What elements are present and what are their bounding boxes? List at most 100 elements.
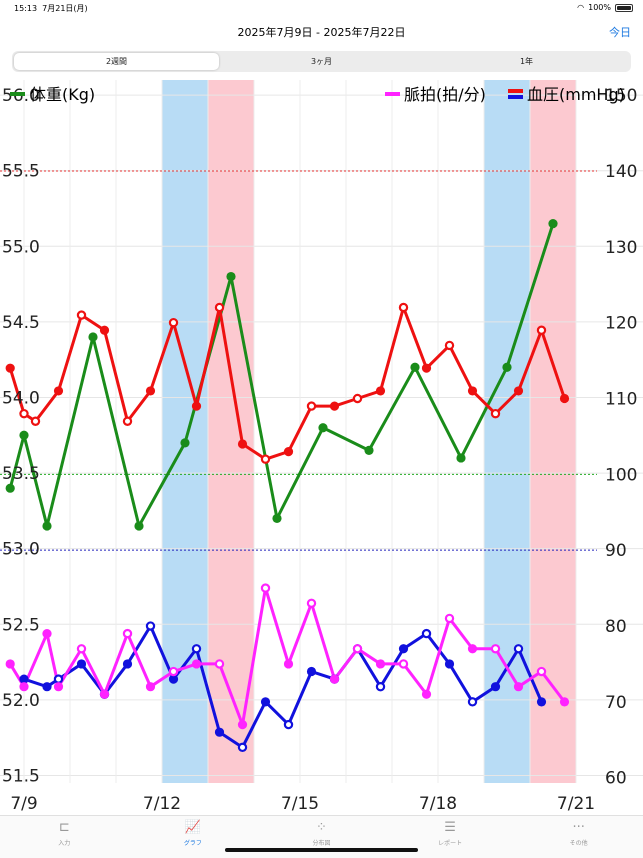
y-right-tick-label: 100	[605, 465, 637, 485]
data-point	[237, 742, 248, 753]
y-left-tick-label: 52.0	[2, 691, 40, 711]
data-point	[283, 446, 294, 457]
y-left-tick-label: 56.0	[2, 86, 40, 106]
data-point	[19, 674, 29, 684]
y-right-tick-label: 60	[605, 769, 627, 789]
legend-bp-label: 血圧(mmHg)	[527, 85, 625, 104]
data-point	[53, 386, 64, 396]
data-point	[99, 325, 110, 335]
data-point	[168, 666, 179, 677]
y-left-tick-label: 51.5	[2, 766, 40, 786]
segment-1-year[interactable]: 1年	[519, 57, 534, 66]
highlight-band	[530, 80, 576, 783]
tab-input[interactable]: ⊏ 入力	[58, 820, 71, 847]
x-tick-label: 7/21	[557, 794, 595, 814]
vitals-chart: 51.5 52.0 52.5 53.0 53.5 54.0 54.5 55.0 55.5 56.0…	[0, 80, 643, 814]
data-point	[226, 271, 236, 282]
data-point	[19, 408, 29, 419]
data-point	[375, 681, 386, 692]
y-left-tick-label: 55.5	[2, 162, 40, 182]
data-point	[5, 363, 15, 373]
data-point	[456, 453, 466, 463]
x-tick-label: 7/18	[419, 794, 457, 814]
data-point	[134, 521, 144, 531]
data-point	[214, 302, 225, 313]
highlight-band	[162, 80, 208, 783]
segment-3-months[interactable]: 3ヶ月	[310, 57, 333, 66]
y-right-tick-label: 140	[605, 162, 637, 182]
data-point	[398, 302, 409, 313]
data-point	[398, 659, 409, 669]
series-line	[8, 586, 566, 727]
legend-bp-swatch-red	[508, 89, 523, 93]
data-point	[467, 386, 478, 396]
graph-icon: 📈	[184, 820, 201, 835]
legend-pulse-swatch	[385, 92, 400, 96]
scatter-icon: ⁘	[316, 820, 327, 835]
tab-more[interactable]: ··· その他	[569, 820, 588, 847]
input-icon: ⊏	[58, 820, 70, 835]
data-point	[42, 682, 52, 692]
data-point	[421, 689, 432, 699]
y-left-tick-label: 53.5	[2, 464, 40, 484]
segment-2-weeks[interactable]: 2週間	[14, 53, 219, 70]
legend-bp-swatch-blue	[508, 95, 523, 99]
data-point	[490, 644, 501, 654]
data-point	[513, 386, 524, 396]
data-point	[42, 629, 52, 639]
data-point	[168, 674, 179, 684]
data-point	[559, 393, 570, 404]
data-point	[237, 439, 248, 449]
data-point	[421, 628, 432, 639]
data-point	[76, 644, 87, 654]
data-point	[364, 445, 374, 455]
chart-area: 51.5 52.0 52.5 53.0 53.5 54.0 54.5 55.0 55.5 56.0…	[0, 80, 643, 815]
more-icon: ···	[572, 820, 585, 835]
y-right-tick-label: 110	[605, 390, 637, 410]
legend-pulse-label: 脈拍(拍/分)	[404, 85, 486, 104]
data-point	[76, 659, 87, 669]
legend-weight-swatch	[10, 92, 25, 96]
data-point	[513, 644, 524, 654]
y-left-tick-label: 52.5	[2, 615, 40, 635]
data-point	[444, 659, 455, 669]
x-tick-label: 7/15	[281, 794, 319, 814]
data-point	[122, 416, 133, 426]
data-point	[490, 408, 501, 419]
today-button[interactable]: 今日	[609, 26, 631, 39]
y-left-tick-label: 55.0	[2, 237, 40, 257]
y-left-tick-label: 53.0	[2, 540, 40, 560]
x-tick-label: 7/12	[143, 794, 181, 814]
data-point	[76, 310, 87, 320]
home-indicator	[225, 848, 418, 852]
highlight-band	[208, 80, 254, 783]
data-point	[375, 659, 386, 669]
data-point	[467, 644, 478, 654]
data-point	[168, 317, 179, 328]
tab-graph[interactable]: 📈 グラフ	[183, 820, 202, 847]
tab-scatter[interactable]: ⁘ 分布図	[312, 820, 331, 847]
data-point	[536, 666, 547, 677]
data-point	[375, 386, 386, 396]
data-point	[260, 454, 271, 464]
data-point	[536, 325, 547, 335]
data-point	[329, 674, 340, 684]
data-point	[559, 697, 570, 707]
data-point	[99, 689, 110, 699]
data-point	[237, 720, 248, 730]
data-point	[306, 401, 317, 411]
data-point	[191, 644, 202, 654]
nav-header: 2025年7月9日 - 2025年7月22日 今日	[0, 16, 643, 46]
data-point	[53, 674, 64, 684]
data-point	[19, 430, 29, 440]
status-indicators: ◠ 100%	[577, 3, 633, 12]
data-point	[53, 682, 64, 692]
data-point	[5, 483, 15, 493]
tab-report[interactable]: ☰ レポート	[438, 820, 463, 847]
data-point	[444, 340, 455, 351]
data-point	[5, 659, 15, 669]
y-right-tick-label: 130	[605, 238, 637, 258]
data-point	[306, 666, 317, 677]
data-point	[410, 362, 420, 372]
data-point	[145, 682, 156, 692]
